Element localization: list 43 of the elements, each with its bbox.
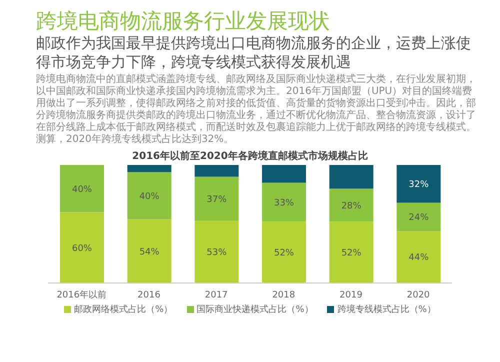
x-tick-label: 2019 [340,290,363,300]
data-label: 40% [139,192,160,202]
chart-title: 跨境电商物流服务行业发展现状 [35,8,331,34]
x-tick-label: 2018 [272,290,296,300]
chart-subtitle: 邮政作为我国最早提供跨境出口电商物流服务的企业，运费上涨使得市场竞争力下降，跨境专线模式获得发展机遇 [35,34,472,72]
bar [262,165,306,183]
bar [396,231,441,283]
bar [194,165,239,177]
data-label: 28% [341,201,362,212]
bar [127,165,172,172]
data-label: 44% [408,253,430,264]
data-label: 52% [274,248,294,259]
bar [262,182,306,222]
x-tick-label: 2020 [406,290,430,300]
bar [329,188,374,222]
data-label: 33% [274,198,294,208]
legend-label: 邮政网络模式占比（%） [73,304,173,316]
bar [396,165,441,203]
bar [60,212,104,283]
legend-label: 跨境专线模式占比（%） [336,304,436,316]
bar [396,202,441,232]
data-label: 54% [139,247,160,258]
data-label: 32% [408,180,430,190]
bar [60,165,104,212]
bar [127,219,172,283]
data-label: 53% [206,248,228,258]
bar [262,222,306,283]
legend-label: 国际商业快递模式占比（%） [196,304,314,316]
x-tick-label: 2017 [204,290,228,300]
bar [194,176,239,220]
data-label: 24% [408,213,430,224]
data-label: 60% [72,244,92,254]
text: 跨境电商物流中的直邮模式涵盖跨境专线、邮政网络及国际商业快递模式三大类，在行业发展初期，以中国邮政和国际商业快递承接国内跨境物流需求为主。2016年万国邮盟（UPU）对目的国终端费用做出了一系列调整，使得邮政网络之前对接的低货值、高货量的货物资源出口受到冲击。因此，部分跨境物流服务商提供类邮政的跨境出口物流业务，通过不断优化物流产品、整合物流资源，设计了在部分线路上成本低于邮政网络模式，而配送时效及包裹追踪能力上优于邮政网络的跨境专线模式。测算，2020年跨境专线模式占比达到32%。 [35,74,477,146]
x-tick-label: 2016 [138,290,161,300]
data-label: 37% [206,194,228,205]
text: 2016年以前至2020年各跨境直邮模式市场规模占比 [131,149,369,163]
data-label: 52% [341,248,362,259]
bar [329,165,374,189]
data-label: 40% [72,184,92,195]
x-tick-label: 2016年以前 [56,289,107,300]
bar [329,222,374,283]
bar [194,220,239,283]
bar [127,172,172,220]
